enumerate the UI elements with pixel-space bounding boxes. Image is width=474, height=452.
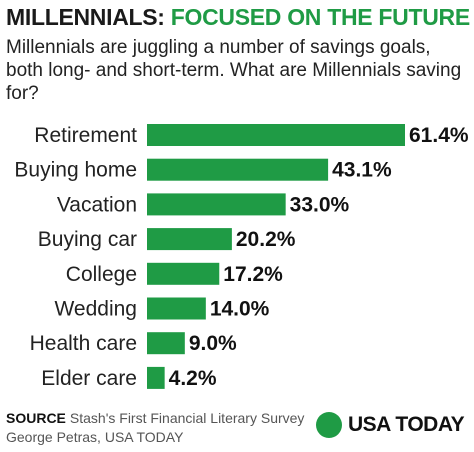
- title-part-1: MILLENNIALS:: [6, 4, 165, 30]
- bar: [147, 124, 405, 146]
- value-label: 20.2%: [236, 228, 296, 251]
- source-text: Stash's First Financial Literary Survey: [69, 410, 305, 426]
- bar: [147, 297, 206, 320]
- bar: [147, 332, 185, 355]
- chart-subtitle: Millennials are juggling a number of sav…: [6, 37, 462, 104]
- usa-today-logo: USA TODAY: [316, 412, 465, 438]
- category-label: Wedding: [54, 298, 137, 321]
- bar: [147, 262, 220, 285]
- logo-text: USA TODAY: [348, 413, 465, 436]
- category-label: Buying car: [38, 228, 137, 251]
- category-label: Buying home: [14, 159, 137, 182]
- chart-title: MILLENNIALS: FOCUSED ON THE FUTURE: [6, 4, 470, 31]
- source-heading: SOURCE: [6, 410, 66, 426]
- category-label: Vacation: [57, 193, 137, 216]
- value-label: 43.1%: [332, 159, 392, 182]
- bar: [147, 158, 329, 181]
- category-label: Elder care: [41, 367, 137, 390]
- value-label: 4.2%: [169, 367, 217, 390]
- value-label: 33.0%: [290, 193, 350, 216]
- category-label: College: [66, 263, 137, 286]
- source-line: SOURCE Stash's First Financial Literary S…: [6, 410, 304, 426]
- value-label: 9.0%: [189, 332, 237, 355]
- title-part-2: FOCUSED ON THE FUTURE: [170, 4, 470, 30]
- value-label: 17.2%: [223, 263, 283, 286]
- bar: [147, 228, 232, 251]
- logo-dot-icon: [316, 412, 342, 438]
- bar: [147, 193, 286, 216]
- category-label: Retirement: [34, 124, 137, 147]
- category-label: Health care: [30, 332, 137, 355]
- credit-line: George Petras, USA TODAY: [6, 429, 184, 445]
- value-label: 61.4%: [409, 124, 469, 147]
- bar-chart: Retirement 61.4% Buying home 43.1% Vacation 3…: [14, 124, 469, 390]
- bar: [147, 366, 165, 389]
- value-label: 14.0%: [210, 298, 270, 321]
